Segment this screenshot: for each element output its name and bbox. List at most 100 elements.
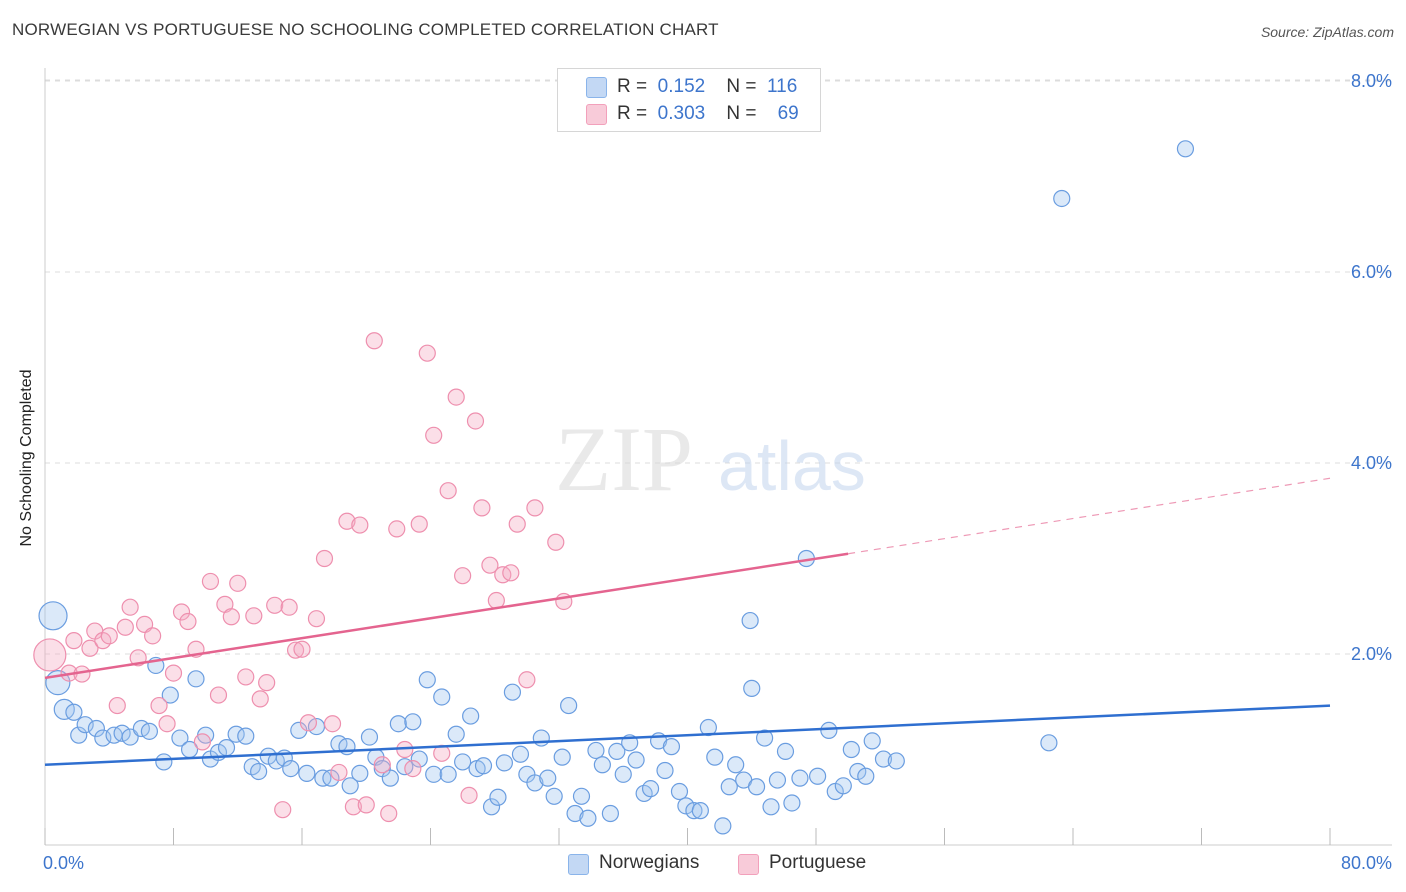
point-norwegian xyxy=(360,728,379,746)
point-portuguese xyxy=(344,798,362,816)
point-portuguese xyxy=(388,520,406,538)
source-label: Source: ZipAtlas.com xyxy=(1260,24,1394,40)
point-portuguese xyxy=(251,690,269,708)
point-norwegian xyxy=(389,715,407,733)
point-portuguese xyxy=(404,759,422,778)
trend-line-norwegians xyxy=(44,704,1331,767)
point-norwegian xyxy=(685,802,703,820)
y-axis-label: No Schooling Completed xyxy=(18,369,35,547)
point-norwegian xyxy=(532,729,550,747)
point-portuguese xyxy=(222,608,240,626)
legend-n-label: N = xyxy=(726,103,757,124)
y-tick-label: 8.0% xyxy=(1351,71,1392,91)
point-norwegian xyxy=(566,804,584,823)
watermark-atlas: atlas xyxy=(718,427,866,505)
point-norwegian xyxy=(820,721,838,740)
point-portuguese xyxy=(410,515,428,533)
point-norwegian xyxy=(553,748,571,766)
point-portuguese xyxy=(351,516,369,534)
point-portuguese xyxy=(418,344,436,362)
point-portuguese xyxy=(144,627,162,645)
point-portuguese xyxy=(425,426,443,444)
point-norwegian xyxy=(720,778,738,796)
legend-swatch-portuguese xyxy=(586,104,607,125)
point-norwegian xyxy=(545,787,563,805)
point-norwegian xyxy=(656,761,674,780)
legend-swatch-portuguese xyxy=(738,854,759,875)
legend-swatch-norwegians xyxy=(586,77,607,98)
y-tick-label: 6.0% xyxy=(1351,262,1392,282)
point-norwegian xyxy=(809,767,827,785)
chart-title: NORWEGIAN VS PORTUGUESE NO SCHOOLING COM… xyxy=(12,20,719,39)
point-portuguese xyxy=(518,671,536,689)
point-norwegian xyxy=(863,732,881,750)
legend-label-norwegians: Norwegians xyxy=(599,852,700,873)
point-norwegian xyxy=(743,679,761,697)
point-portuguese xyxy=(81,639,99,657)
point-portuguese xyxy=(380,804,398,823)
legend-r-value: 0.152 xyxy=(657,76,706,97)
x-tick-label-max: 80.0% xyxy=(1341,853,1392,873)
x-tick-label-min: 0.0% xyxy=(43,853,84,873)
point-norwegian xyxy=(768,771,787,789)
point-norwegian xyxy=(433,688,451,706)
point-norwegian xyxy=(161,686,179,704)
point-portuguese xyxy=(447,388,465,406)
point-norwegian xyxy=(113,724,131,742)
point-portuguese xyxy=(65,632,83,650)
point-norwegian xyxy=(447,725,465,743)
point-norwegian xyxy=(699,718,717,737)
point-portuguese xyxy=(460,786,478,804)
point-norwegian xyxy=(727,756,745,774)
point-portuguese xyxy=(473,499,491,517)
point-norwegian xyxy=(834,777,852,795)
point-norwegian xyxy=(560,696,578,715)
point-norwegian xyxy=(587,741,605,760)
point-norwegian xyxy=(874,750,893,768)
point-norwegian xyxy=(1176,140,1195,158)
point-portuguese xyxy=(201,572,220,591)
point-portuguese xyxy=(121,598,139,616)
point-norwegian xyxy=(404,713,422,731)
point-norwegian xyxy=(783,794,801,812)
point-norwegian xyxy=(762,798,780,816)
point-norwegian xyxy=(87,719,106,738)
point-portuguese xyxy=(237,668,255,686)
point-portuguese xyxy=(158,715,176,733)
point-norwegian xyxy=(842,740,860,759)
point-portuguese xyxy=(33,638,67,672)
trend-line-portuguese xyxy=(44,552,849,680)
point-portuguese xyxy=(323,715,342,733)
point-norwegian xyxy=(53,698,75,720)
point-norwegian xyxy=(741,611,759,630)
legend-label-portuguese: Portuguese xyxy=(769,852,867,873)
point-norwegian xyxy=(94,729,112,747)
point-portuguese xyxy=(315,549,334,568)
point-norwegian xyxy=(341,777,359,795)
point-norwegian xyxy=(641,780,660,798)
point-portuguese xyxy=(172,603,191,621)
trend-lines xyxy=(44,477,1331,767)
point-norwegian xyxy=(755,729,774,747)
point-norwegian xyxy=(1053,189,1071,208)
point-norwegian xyxy=(691,802,709,820)
point-norwegian xyxy=(410,750,428,768)
legend-n-value: 69 xyxy=(777,103,799,124)
legend-n-label: N = xyxy=(726,76,757,97)
point-norwegian xyxy=(155,753,173,771)
point-portuguese xyxy=(357,796,375,814)
correlation-legend: R = 0.152 N = 116 R = 0.303 N = 69 xyxy=(557,68,821,132)
legend-r-label: R = xyxy=(617,76,648,97)
point-portuguese xyxy=(266,596,284,614)
point-norwegian xyxy=(418,671,436,689)
point-norwegian xyxy=(65,703,83,721)
point-norwegian xyxy=(714,817,732,835)
point-norwegian xyxy=(171,729,189,747)
point-portuguese xyxy=(293,640,311,658)
point-norwegian xyxy=(747,778,766,796)
y-tick-label: 2.0% xyxy=(1351,644,1392,664)
point-norwegian xyxy=(482,798,501,816)
point-norwegian xyxy=(76,716,94,734)
point-norwegian xyxy=(454,753,472,771)
point-norwegian xyxy=(614,765,632,783)
